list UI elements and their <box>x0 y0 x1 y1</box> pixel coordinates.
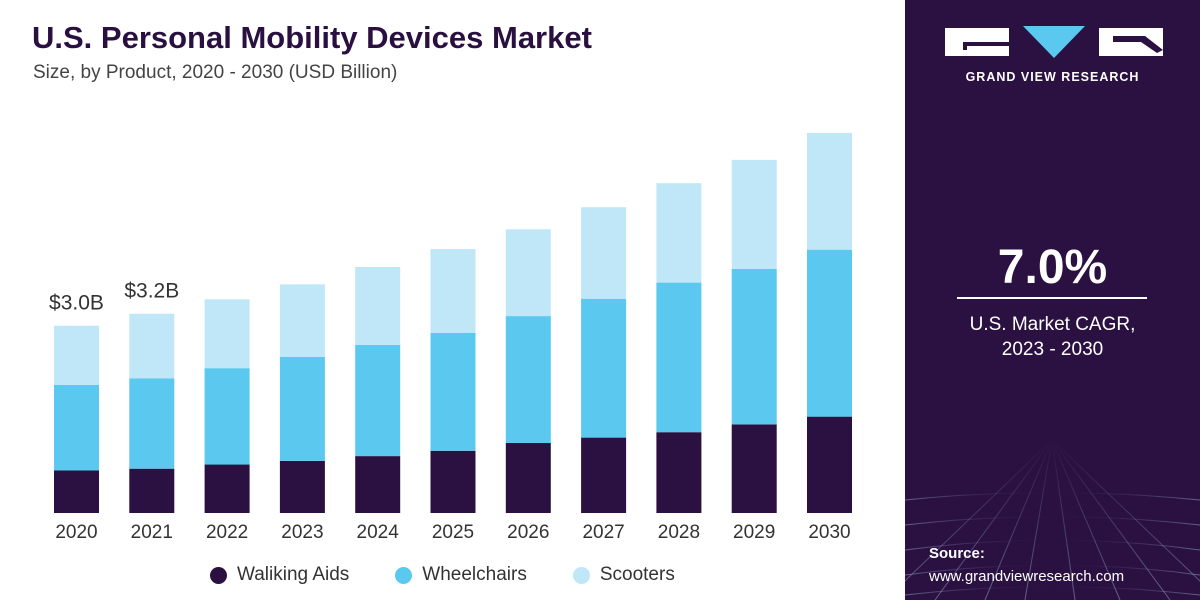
data-label-2020: $3.0B <box>49 292 104 315</box>
cagr-value: 7.0% <box>997 241 1108 294</box>
bar-waliking-aids-2020 <box>54 470 99 513</box>
bar-scooters-2025 <box>430 249 476 333</box>
bar-waliking-aids-2026 <box>505 443 551 513</box>
bar-wheelchairs-2020 <box>54 384 99 471</box>
legend-swatch-walking-aids <box>210 566 227 584</box>
bar-scooters-2023 <box>279 284 325 357</box>
brand-name: GRAND VIEW RESEARCH <box>965 70 1140 84</box>
x-tick-label-2026: 2026 <box>507 522 549 543</box>
chart-title: U.S. Personal Mobility Devices Market <box>32 20 592 55</box>
x-tick-label-2024: 2024 <box>357 522 400 543</box>
bar-scooters-2024 <box>355 267 401 345</box>
bar-wheelchairs-2024 <box>355 344 401 457</box>
legend-item-scooters: Scooters <box>572 564 675 586</box>
bar-waliking-aids-2024 <box>355 456 401 513</box>
legend-label-wheelchairs: Wheelchairs <box>422 564 527 585</box>
legend-label-scooters: Scooters <box>599 564 675 585</box>
legend-item-walking-aids: Waliking Aids <box>210 564 349 586</box>
legend-label-walking-aids: Waliking Aids <box>237 564 350 585</box>
bar-wheelchairs-2029 <box>731 268 777 425</box>
bar-waliking-aids-2022 <box>204 464 250 513</box>
bar-scooters-2029 <box>731 159 777 269</box>
data-label-2021: $3.2B <box>124 280 179 303</box>
chart-area: U.S. Personal Mobility Devices Market Si… <box>32 20 852 588</box>
cagr-label: U.S. Market CAGR, 2023 - 2030 <box>905 312 1200 362</box>
gvr-logo-icon <box>945 26 1163 58</box>
chart-legend: Waliking Aids Wheelchairs Scooters <box>210 562 675 588</box>
x-tick-label-2022: 2022 <box>206 522 248 543</box>
bar-wheelchairs-2028 <box>656 282 702 433</box>
bar-waliking-aids-2027 <box>581 437 627 513</box>
legend-swatch-scooters <box>572 566 590 584</box>
bar-wheelchairs-2026 <box>505 316 551 443</box>
bar-waliking-aids-2028 <box>656 432 702 513</box>
cagr-label-line1: U.S. Market CAGR, <box>969 314 1136 335</box>
bar-wheelchairs-2027 <box>581 298 627 438</box>
bar-wheelchairs-2022 <box>204 368 250 465</box>
x-tick-label-2027: 2027 <box>582 522 624 543</box>
x-tick-label-2025: 2025 <box>432 522 474 543</box>
x-tick-label-2021: 2021 <box>131 522 173 543</box>
grid-floor-graphic <box>905 439 1200 600</box>
x-tick-label-2028: 2028 <box>658 522 700 543</box>
bar-wheelchairs-2021 <box>129 378 175 469</box>
bar-waliking-aids-2030 <box>807 416 852 513</box>
bar-wheelchairs-2023 <box>279 356 325 461</box>
bar-scooters-2030 <box>807 132 852 250</box>
x-tick-label-2020: 2020 <box>55 522 97 543</box>
x-tick-label-2023: 2023 <box>281 522 323 543</box>
cagr-label-line2: 2023 - 2030 <box>1001 339 1104 360</box>
bar-waliking-aids-2021 <box>129 468 175 513</box>
x-tick-label-2030: 2030 <box>808 522 850 543</box>
legend-swatch-wheelchairs <box>395 566 413 584</box>
source-title: Source: <box>929 545 985 562</box>
bar-waliking-aids-2025 <box>430 450 476 513</box>
legend-item-wheelchairs: Wheelchairs <box>395 564 527 586</box>
bar-scooters-2028 <box>656 183 702 283</box>
bar-scooters-2022 <box>204 299 250 369</box>
cagr-divider <box>957 297 1147 299</box>
bar-wheelchairs-2025 <box>430 332 476 451</box>
bar-scooters-2020 <box>54 325 99 385</box>
chart-subtitle: Size, by Product, 2020 - 2030 (USD Billi… <box>33 62 398 83</box>
bar-waliking-aids-2023 <box>279 460 325 513</box>
bar-scooters-2027 <box>581 207 627 299</box>
info-panel: GRAND VIEW RESEARCH 7.0% U.S. Market CAG… <box>905 0 1200 600</box>
bar-scooters-2026 <box>505 229 551 317</box>
bar-waliking-aids-2029 <box>731 424 777 513</box>
bar-scooters-2021 <box>129 313 175 379</box>
bar-wheelchairs-2030 <box>807 249 852 417</box>
x-tick-label-2029: 2029 <box>733 522 775 543</box>
stacked-bar-chart: 2020 2021 2022 2023 2024 2025 2026 2027 2028 2029… <box>49 132 852 543</box>
source-link[interactable]: www.grandviewresearch.com <box>929 568 1125 585</box>
